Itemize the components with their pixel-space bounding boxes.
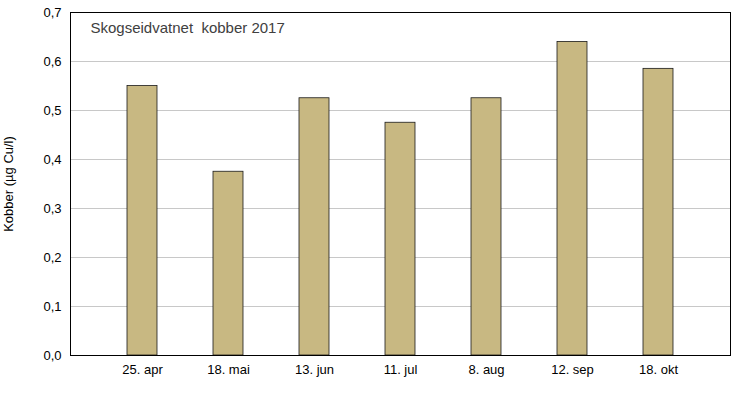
svg-text:Kobber (µg Cu/l): Kobber (µg Cu/l) xyxy=(1,136,16,232)
svg-text:13. jun: 13. jun xyxy=(295,362,334,377)
svg-text:0,1: 0,1 xyxy=(43,299,61,314)
svg-text:18. okt: 18. okt xyxy=(639,362,678,377)
svg-text:0,4: 0,4 xyxy=(43,152,61,167)
svg-text:11. jul: 11. jul xyxy=(384,362,418,377)
svg-text:25. apr: 25. apr xyxy=(122,362,163,377)
svg-text:Skogseidvatnet kobber 2017: Skogseidvatnet kobber 2017 xyxy=(91,19,285,36)
svg-text:0,2: 0,2 xyxy=(43,250,61,265)
svg-text:8. aug: 8. aug xyxy=(468,362,504,377)
svg-text:0,3: 0,3 xyxy=(43,201,61,216)
svg-text:18. mai: 18. mai xyxy=(207,362,250,377)
svg-text:0,7: 0,7 xyxy=(43,5,61,20)
svg-text:0,0: 0,0 xyxy=(43,348,61,363)
svg-text:0,6: 0,6 xyxy=(43,54,61,69)
svg-text:12. sep: 12. sep xyxy=(551,362,594,377)
svg-text:0,5: 0,5 xyxy=(43,103,61,118)
